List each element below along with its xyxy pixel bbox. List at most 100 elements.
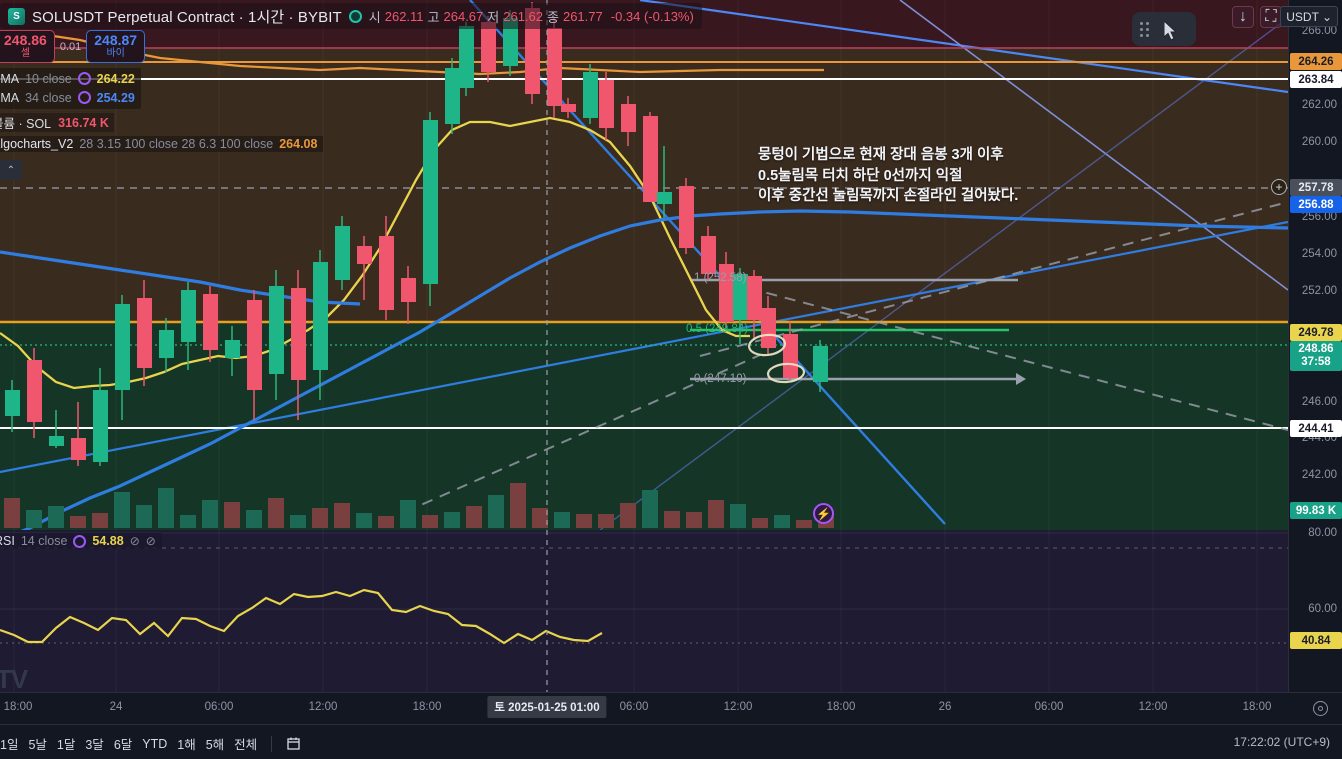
- spread-value: 0.01: [59, 40, 82, 53]
- chart-annotation-text: 뭉텅이 기법으로 현재 장대 음봉 3개 이후 0.5눌림목 터치 하단 0선까…: [758, 145, 1018, 207]
- ohlc-close-label: 종: [547, 9, 559, 25]
- chart-settings-icon[interactable]: [1313, 701, 1328, 716]
- symbol-logo-icon: S: [8, 7, 25, 25]
- range-ytd[interactable]: YTD: [142, 736, 168, 751]
- bottom-toolbar: 1일 5날 1달 3달 6달 YTD 1해 5해 전체 17:22:02 (UT…: [0, 724, 1342, 759]
- sma-34-line: [20, 209, 1288, 530]
- chevron-down-icon: ⌄: [1321, 9, 1332, 24]
- rsi-pane[interactable]: [0, 530, 1288, 692]
- price-tick: 262.00: [1301, 99, 1337, 111]
- time-tick: 06:00: [204, 701, 234, 713]
- sell-button[interactable]: 248.86 셀: [0, 30, 55, 64]
- sma-args: 34 close: [25, 90, 72, 105]
- range-6m[interactable]: 6달: [113, 738, 133, 752]
- price-pill-crosshair: 257.78: [1290, 179, 1342, 196]
- algo-args: 28 3.15 100 close 28 6.3 100 close: [79, 137, 274, 152]
- price-change: -0.34 (-0.13%): [610, 8, 694, 24]
- refresh-icon[interactable]: [77, 72, 91, 86]
- price-axis[interactable]: 266.00 262.00 260.00 256.00 254.00 252.0…: [1288, 0, 1342, 692]
- buy-price: 248.87: [94, 32, 138, 48]
- calendar-icon[interactable]: [286, 736, 302, 752]
- hidden-icon-2[interactable]: ⊘: [145, 534, 156, 548]
- annotation-line-2: 0.5눌림목 터치 하단 0선까지 익절: [758, 167, 963, 184]
- ohlc-close-value: 261.77: [562, 8, 603, 24]
- mouse-cursor-icon: [1164, 21, 1178, 41]
- price-pill-sma: 256.88: [1290, 196, 1342, 213]
- countdown-timer: 37:58: [1301, 356, 1331, 368]
- time-crosshair-label: 토 2025-01-25 01:00: [487, 696, 607, 718]
- time-tick: 18:00: [3, 701, 33, 713]
- legend-item-algocharts[interactable]: Algocharts_V2 28 3.15 100 close 28 6.3 1…: [0, 136, 324, 153]
- price-tick: 246.00: [1301, 396, 1337, 408]
- ohlc-open-value: 262.11: [384, 8, 424, 24]
- sell-label: 셀: [20, 48, 31, 60]
- price-chart-pane[interactable]: 1 (252.58) 0.5 (249.84) 0 (247.10) ⚡: [0, 0, 1288, 530]
- time-tick: 06:00: [1034, 701, 1064, 713]
- time-tick: 24: [109, 701, 123, 713]
- price-tick: 242.00: [1301, 469, 1337, 481]
- volume-value: 316.74 K: [58, 115, 109, 130]
- countdown-price: 248.86: [1298, 342, 1334, 355]
- tradingview-watermark: TV: [0, 664, 28, 694]
- range-3m[interactable]: 3달: [85, 738, 104, 752]
- legend-item-sma[interactable]: SMA 34 close 254.29: [0, 88, 135, 107]
- rsi-chart-svg: [0, 530, 1288, 692]
- legend-collapse-button[interactable]: ⌃: [0, 160, 22, 180]
- refresh-icon[interactable]: [73, 534, 87, 548]
- ohlc-high-value: 264.67: [443, 8, 484, 24]
- time-tick: 26: [938, 701, 952, 713]
- algo-value: 264.08: [279, 137, 318, 152]
- hidden-icon-1[interactable]: ⊘: [129, 534, 140, 548]
- price-tick: 256.00: [1301, 211, 1337, 223]
- fullscreen-icon[interactable]: ⛶: [1260, 6, 1282, 28]
- add-alert-icon[interactable]: +: [1271, 179, 1287, 195]
- time-tick: 18:00: [1242, 701, 1272, 713]
- time-tick: 06:00: [619, 701, 649, 713]
- range-1y[interactable]: 1해: [177, 738, 196, 752]
- rsi-legend[interactable]: RSI 14 close 54.88 ⊘ ⊘: [0, 533, 162, 549]
- price-chart-svg: [0, 0, 1288, 530]
- time-axis[interactable]: 18:00 24 06:00 12:00 18:00 06:00 12:00 1…: [0, 692, 1342, 724]
- volume-name: 볼륨 · SOL: [0, 117, 52, 132]
- rsi-line: [0, 588, 603, 645]
- ema-name: EMA: [0, 71, 20, 86]
- ohlc-values: 시 262.11 고 264.67 저 261.62 종 261.77 -0.34 (-…: [369, 7, 694, 26]
- refresh-icon[interactable]: [77, 91, 91, 105]
- fib-label-1: 1 (252.58): [694, 272, 747, 284]
- volume-bars: [4, 483, 834, 528]
- buy-button[interactable]: 248.87 바이: [86, 30, 146, 64]
- sma-value: 254.29: [96, 90, 135, 105]
- range-1d[interactable]: 1일: [0, 738, 19, 752]
- candlestick-series: [5, 2, 828, 466]
- ema-value: 264.22: [96, 71, 135, 86]
- divider: [271, 735, 273, 752]
- chart-header: S SOLUSDT Perpetual Contract · 1시간 · BYB…: [0, 3, 702, 29]
- range-5d[interactable]: 5날: [28, 738, 47, 752]
- quote-row: 248.86 셀 0.01 248.87 바이: [0, 30, 323, 64]
- ohlc-high-label: 고: [427, 9, 440, 25]
- price-pill-rsi: 40.84: [1290, 632, 1342, 649]
- ohlc-open-label: 시: [368, 9, 381, 25]
- floating-toolbar[interactable]: [1132, 12, 1196, 46]
- drag-handle-icon[interactable]: [1140, 22, 1149, 37]
- fib-label-0: 0 (247.10): [694, 373, 747, 385]
- fib-label-0-5: 0.5 (249.84): [686, 323, 749, 335]
- price-tick: 60.00: [1308, 603, 1337, 615]
- symbol-title[interactable]: SOLUSDT Perpetual Contract · 1시간 · BYBIT: [32, 8, 342, 26]
- price-tick: 266.00: [1301, 25, 1337, 37]
- range-5y[interactable]: 5해: [205, 738, 225, 752]
- download-icon[interactable]: ↓: [1232, 6, 1254, 28]
- time-tick: 12:00: [308, 701, 338, 713]
- ema-args: 10 close: [25, 71, 72, 86]
- chart-legend: 248.86 셀 0.01 248.87 바이 EMA 10 close 264…: [0, 30, 324, 153]
- countdown-pill: 248.86 37:58: [1290, 341, 1342, 371]
- price-pill-volume: 99.83 K: [1290, 502, 1342, 519]
- algo-name: Algocharts_V2: [0, 137, 74, 152]
- range-all[interactable]: 전체: [234, 738, 258, 752]
- lightning-bolt-icon[interactable]: ⚡: [813, 503, 834, 524]
- legend-item-volume[interactable]: 볼륨 · SOL 316.74 K: [0, 113, 114, 133]
- legend-item-ema[interactable]: EMA 10 close 264.22: [0, 69, 135, 88]
- range-1m[interactable]: 1달: [56, 738, 76, 752]
- currency-selector[interactable]: USDT ⌄: [1280, 6, 1338, 27]
